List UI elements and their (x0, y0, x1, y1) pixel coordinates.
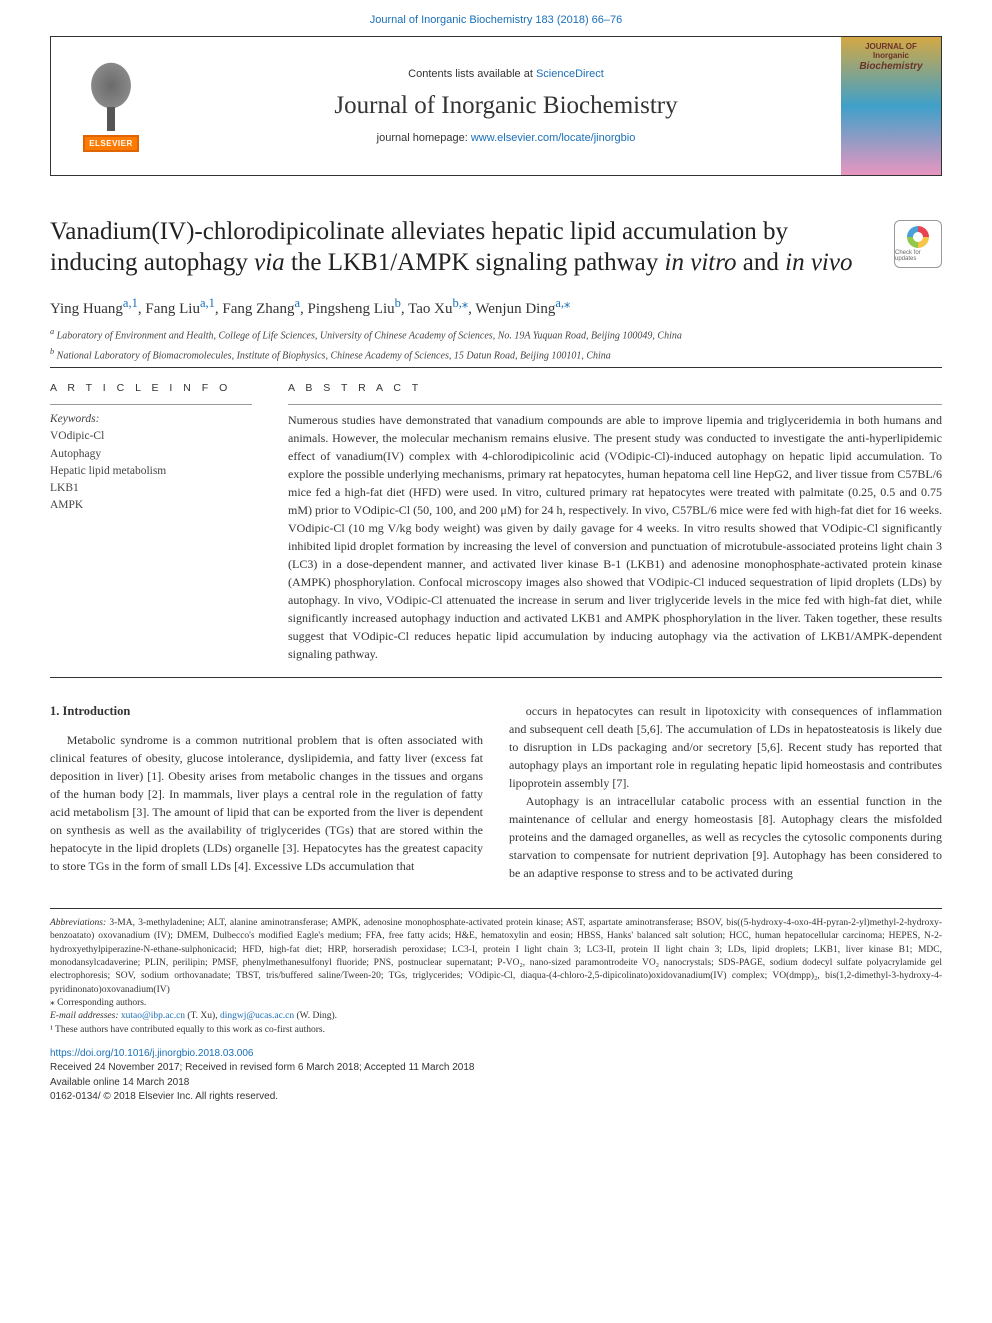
keyword-4: LKB1 (50, 482, 79, 494)
footer: https://doi.org/10.1016/j.jinorgbio.2018… (50, 1047, 942, 1105)
corresponding-note: ⁎ Corresponding authors. (50, 997, 942, 1010)
keyword-2: Autophagy (50, 448, 101, 460)
affiliation-b: b National Laboratory of Biomacromolecul… (50, 346, 942, 363)
footnotes: Abbreviations: 3-MA, 3-methyladenine; AL… (50, 908, 942, 1037)
citation-line: Journal of Inorganic Biochemistry 183 (2… (0, 0, 992, 36)
title-via: via (254, 249, 285, 276)
crossmark-icon (907, 226, 929, 248)
intro-heading: 1. Introduction (50, 702, 483, 721)
affiliation-a: a Laboratory of Environment and Health, … (50, 326, 942, 343)
journal-name: Journal of Inorganic Biochemistry (334, 92, 677, 120)
cover-sub: Biochemistry (859, 61, 922, 72)
online-line: Available online 14 March 2018 (50, 1077, 189, 1088)
abbr-label: Abbreviations: (50, 918, 106, 928)
contents-line: Contents lists available at ScienceDirec… (408, 68, 604, 80)
intro-p1: Metabolic syndrome is a common nutrition… (50, 731, 483, 875)
title-line2a: inducing autophagy (50, 249, 254, 276)
article-info-label: A R T I C L E I N F O (50, 382, 252, 394)
journal-cover-thumb: JOURNAL OF Inorganic Biochemistry (841, 37, 941, 175)
email-1[interactable]: xutao@ibp.ac.cn (121, 1011, 185, 1021)
keyword-1: VOdipic-Cl (50, 430, 104, 442)
author-5: , Tao Xu (401, 301, 453, 317)
title-invitro: in vitro (665, 249, 737, 276)
body-columns: 1. Introduction Metabolic syndrome is a … (50, 702, 942, 882)
article-title-row: Vanadium(IV)-chlorodipicolinate alleviat… (50, 216, 942, 279)
homepage-link[interactable]: www.elsevier.com/locate/jinorgbio (471, 132, 635, 144)
dates-line: Received 24 November 2017; Received in r… (50, 1062, 475, 1073)
author-6: , Wenjun Ding (468, 301, 555, 317)
author-5-affil[interactable]: b,⁎ (452, 296, 468, 310)
cover-main: Inorganic (873, 52, 909, 61)
sciencedirect-link[interactable]: ScienceDirect (536, 68, 604, 80)
contents-prefix: Contents lists available at (408, 68, 536, 80)
title-invivo: in vivo (785, 249, 852, 276)
email-label: E-mail addresses: (50, 1011, 121, 1021)
abbr-text: 3-MA, 3-methyladenine; ALT, alanine amin… (50, 918, 942, 994)
abstract-label: A B S T R A C T (288, 382, 942, 394)
check-updates-label: Check for updates (895, 250, 941, 262)
equal-contrib: ¹ These authors have contributed equally… (50, 1024, 942, 1037)
homepage-line: journal homepage: www.elsevier.com/locat… (377, 132, 636, 144)
info-abstract-row: A R T I C L E I N F O Keywords: VOdipic-… (50, 367, 942, 677)
title-line2b: the LKB1/AMPK signaling pathway (285, 249, 665, 276)
title-and: and (737, 249, 786, 276)
author-list: Ying Huanga,1, Fang Liua,1, Fang Zhanga,… (50, 295, 942, 318)
header-center: Contents lists available at ScienceDirec… (171, 37, 841, 175)
author-1: Ying Huang (50, 301, 123, 317)
doi-link[interactable]: https://doi.org/10.1016/j.jinorgbio.2018… (50, 1048, 254, 1059)
author-2-affil[interactable]: a,1 (200, 296, 215, 310)
column-right: occurs in hepatocytes can result in lipo… (509, 702, 942, 882)
author-1-affil[interactable]: a,1 (123, 296, 138, 310)
elsevier-badge: ELSEVIER (83, 135, 139, 152)
email-line: E-mail addresses: xutao@ibp.ac.cn (T. Xu… (50, 1010, 942, 1023)
author-6-affil[interactable]: a,⁎ (555, 296, 570, 310)
article-title: Vanadium(IV)-chlorodipicolinate alleviat… (50, 216, 894, 279)
keywords-block: Keywords: VOdipic-Cl Autophagy Hepatic l… (50, 404, 252, 515)
citation-link[interactable]: Journal of Inorganic Biochemistry 183 (2… (370, 14, 623, 26)
homepage-prefix: journal homepage: (377, 132, 471, 144)
abstract-text: Numerous studies have demonstrated that … (288, 404, 942, 663)
intro-p2: occurs in hepatocytes can result in lipo… (509, 702, 942, 792)
article-info-col: A R T I C L E I N F O Keywords: VOdipic-… (50, 367, 270, 677)
abbreviations: Abbreviations: 3-MA, 3-methyladenine; AL… (50, 917, 942, 997)
keyword-5: AMPK (50, 499, 83, 511)
copyright-line: 0162-0134/ © 2018 Elsevier Inc. All righ… (50, 1091, 278, 1102)
check-updates-badge[interactable]: Check for updates (894, 220, 942, 268)
elsevier-tree-icon (81, 61, 141, 131)
author-4: , Pingsheng Liu (300, 301, 395, 317)
publisher-logo-block: ELSEVIER (51, 37, 171, 175)
divider (50, 677, 942, 678)
column-left: 1. Introduction Metabolic syndrome is a … (50, 702, 483, 882)
email-2-who: (W. Ding). (294, 1011, 337, 1021)
author-3: , Fang Zhang (215, 301, 295, 317)
author-2: , Fang Liu (138, 301, 200, 317)
intro-p3: Autophagy is an intracellular catabolic … (509, 792, 942, 882)
abstract-col: A B S T R A C T Numerous studies have de… (270, 367, 942, 677)
journal-header: ELSEVIER Contents lists available at Sci… (50, 36, 942, 176)
keyword-3: Hepatic lipid metabolism (50, 465, 166, 477)
email-2[interactable]: dingwj@ucas.ac.cn (220, 1011, 294, 1021)
email-1-who: (T. Xu), (185, 1011, 220, 1021)
title-line1: Vanadium(IV)-chlorodipicolinate alleviat… (50, 218, 788, 245)
keywords-label: Keywords: (50, 413, 99, 425)
